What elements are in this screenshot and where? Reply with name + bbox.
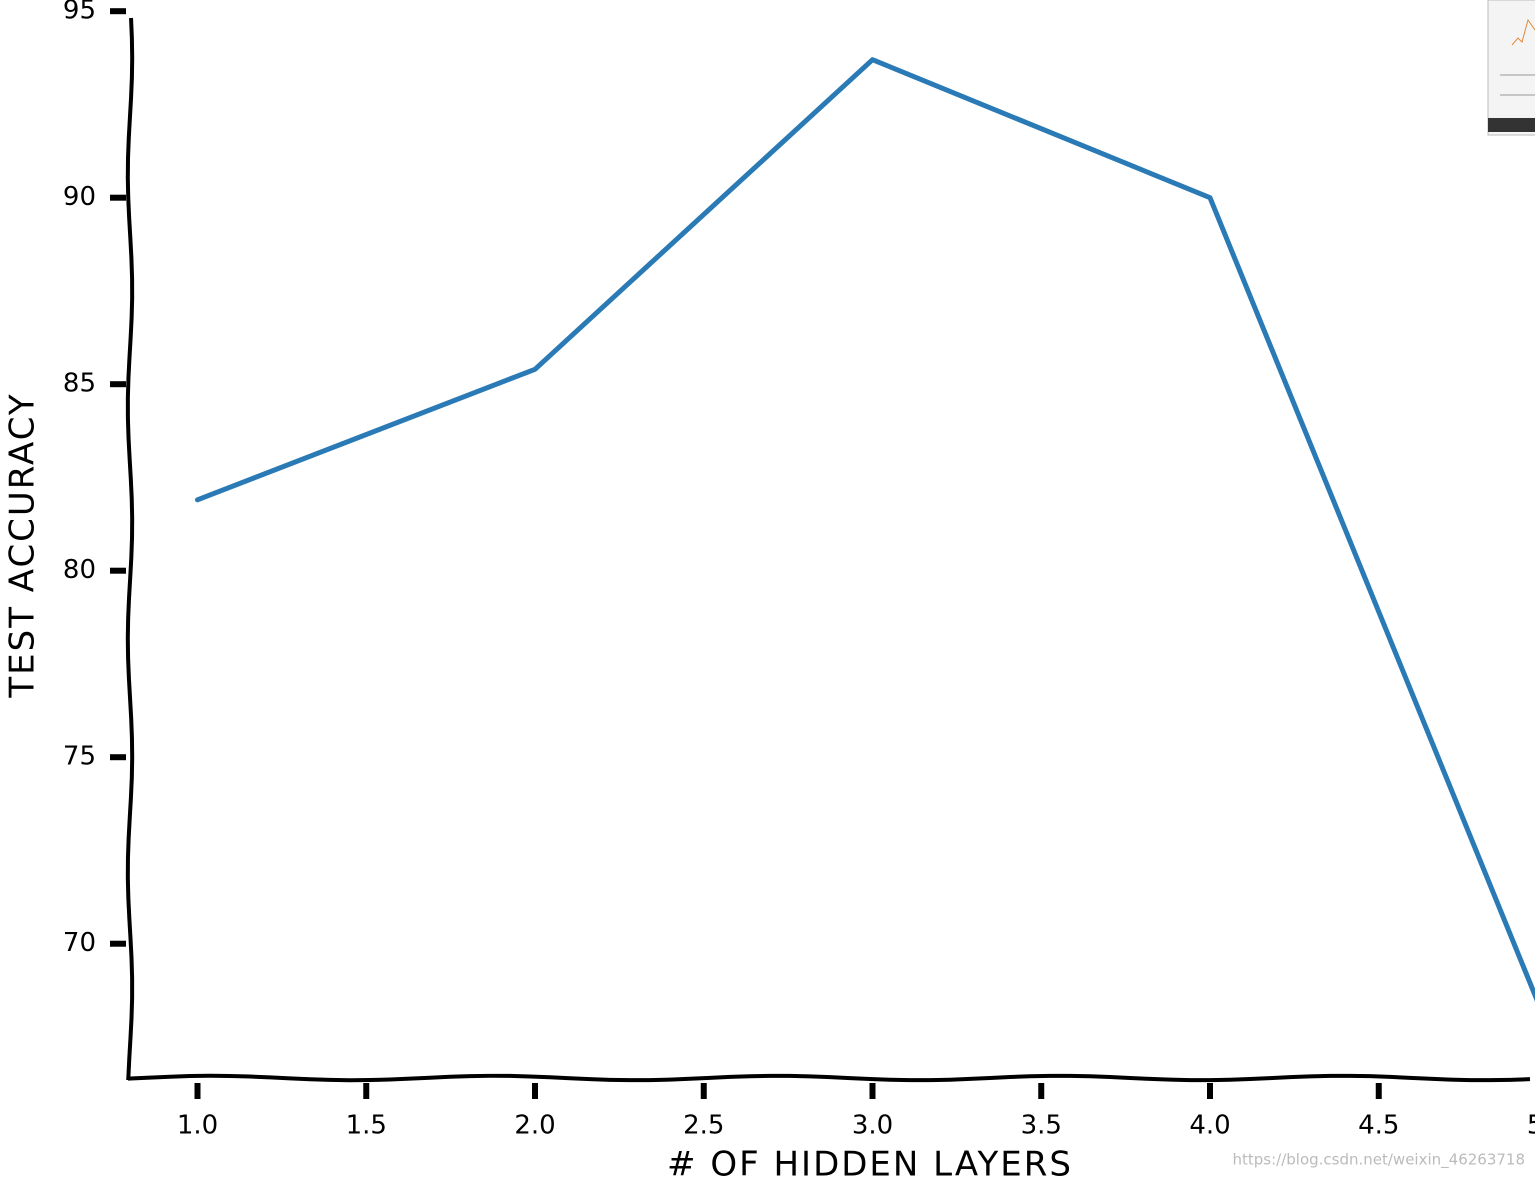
watermark: https://blog.csdn.net/weixin_46263718 xyxy=(1232,1151,1525,1170)
y-axis-label: TEST ACCURACY xyxy=(3,392,43,698)
x-tick-label: 4.5 xyxy=(1358,1111,1399,1141)
x-axis-label: # OF HIDDEN LAYERS xyxy=(667,1145,1073,1177)
y-tick-label: 70 xyxy=(63,928,96,958)
data-line xyxy=(195,57,1535,1002)
x-tick-label: 2.0 xyxy=(514,1111,555,1141)
x-tick-label: 3.0 xyxy=(852,1111,893,1141)
y-tick-label: 90 xyxy=(63,182,96,212)
y-tick-label: 80 xyxy=(63,555,96,585)
y-axis xyxy=(125,17,135,1080)
x-tick-label: 1.5 xyxy=(346,1111,387,1141)
y-tick-label: 95 xyxy=(63,0,96,26)
inset-thumbnail xyxy=(1487,0,1535,136)
x-tick-label: 2.5 xyxy=(683,1111,724,1141)
x-tick-label: 3.5 xyxy=(1021,1111,1062,1141)
x-tick-label: 5.0 xyxy=(1527,1111,1535,1141)
x-tick-label: 4.0 xyxy=(1189,1111,1230,1141)
x-tick-label: 1.0 xyxy=(177,1111,218,1141)
y-tick-label: 85 xyxy=(63,369,96,399)
y-tick-label: 75 xyxy=(63,742,96,772)
x-axis xyxy=(128,1073,1531,1083)
